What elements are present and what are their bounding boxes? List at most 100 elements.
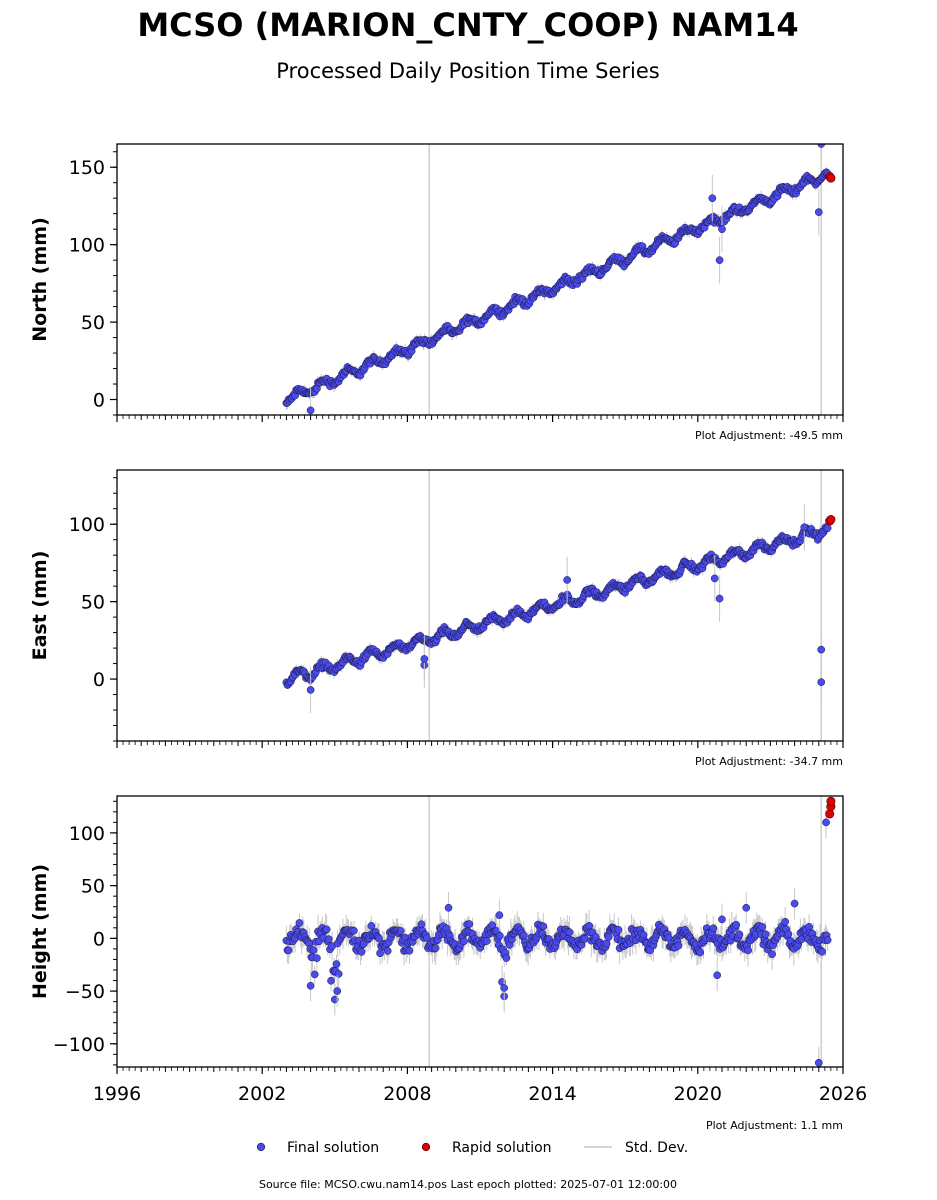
rapid-solution-point [825,809,835,819]
legend-std-label: Std. Dev. [625,1140,688,1156]
rapid-solution-point [826,515,836,525]
outlier-point [715,256,724,264]
data-point [818,947,827,956]
y-tick-label: 0 [93,928,105,950]
data-point [417,920,426,929]
legend-final-label: Final solution [287,1140,379,1156]
data-point [781,917,790,926]
data-point [664,934,673,942]
data-point [709,924,718,933]
outlier-point [790,899,799,908]
data-point [322,925,331,934]
data-point [460,937,468,946]
x-tick-label: 2002 [238,1083,286,1105]
data-point [334,970,343,978]
data-point [332,960,341,968]
rapid-solution-point [826,173,836,183]
panels: 0 50 100 150 North (mm) Plot Adjustment: -49.… [29,143,867,1132]
panel-north: 0 50 100 150 North (mm) Plot Adjustment: -49.… [29,143,844,442]
outlier-point [817,678,826,687]
data-point [405,946,414,955]
data-point [602,939,611,948]
outlier-point [718,915,726,924]
outlier-point [822,818,830,827]
outlier-point [495,911,504,920]
plot-adjustment: Plot Adjustment: -49.5 mm [695,429,843,442]
x-tick-label: 1996 [93,1083,141,1105]
data-point [735,930,744,939]
plot-adjustment: Plot Adjustment: -34.7 mm [695,755,843,768]
outlier-point [444,903,453,912]
outlier-point [713,971,722,980]
outlier-point [306,981,315,990]
outlier-point [710,574,719,583]
final-solution-points [282,917,832,986]
y-tick-label: 150 [69,157,105,179]
data-point [784,930,793,938]
plot-area [282,144,836,415]
data-point [313,954,321,962]
data-point [761,930,770,939]
panel-frame [116,469,844,742]
outlier-point [708,194,717,203]
plot-area [282,470,836,741]
y-tick-label: 0 [93,390,105,412]
legend-rapid-label: Rapid solution [452,1140,552,1156]
data-point [284,946,293,955]
data-point [309,946,318,954]
data-point [495,931,504,940]
y-tick-label: 100 [69,235,105,257]
data-point [823,936,832,944]
data-point [383,947,392,955]
data-point [310,970,319,979]
data-point [614,925,623,934]
outlier-point [814,1058,823,1067]
outlier-point [817,645,826,654]
y-tick-label: 50 [81,312,105,334]
panel-height: −100 −50 0 50 100 Height (mm) Plot Adjustment:… [29,795,867,1132]
legend-rapid-marker [421,1142,431,1152]
footer-source: Source file: MCSO.cwu.nam14.pos Last epo… [259,1178,677,1191]
figure-title: MCSO (MARION_CNTY_COOP) NAM14 [137,6,798,44]
y-tick-label: 100 [69,514,105,536]
y-tick-label: −100 [53,1034,105,1056]
legend-final-marker [256,1142,266,1152]
outlier-point [306,406,315,415]
data-point [768,950,776,959]
data-point [758,923,767,931]
x-tick-label: 2008 [383,1083,431,1105]
data-point [696,948,705,957]
data-point [465,920,474,928]
data-point [295,919,304,927]
data-point [350,926,358,935]
y-tick-label: 50 [81,592,105,614]
x-tick-label: 2026 [819,1083,867,1105]
data-point [585,921,593,930]
y-tick-label: −50 [65,981,105,1003]
data-point [367,922,376,930]
plot-adjustment: Plot Adjustment: 1.1 mm [706,1119,843,1132]
data-point [327,976,335,985]
data-point [482,937,491,945]
outlier-point [817,144,826,148]
data-point [823,524,832,532]
panel-frame [116,143,844,416]
outlier-point [420,655,429,663]
data-point [604,933,613,941]
outlier-point [333,987,342,995]
plot-area [282,796,836,1067]
outlier-point [814,208,823,216]
outlier-point [563,576,571,584]
data-point [580,934,589,943]
outlier-point [500,984,509,992]
data-point [376,949,384,958]
data-point [674,941,683,950]
outlier-point [718,225,726,234]
y-axis-label: Height (mm) [29,864,51,999]
data-point [431,944,440,953]
data-point [357,947,366,956]
x-tick-label: 2020 [674,1083,722,1105]
data-point [744,946,752,955]
outlier-point [715,594,724,603]
